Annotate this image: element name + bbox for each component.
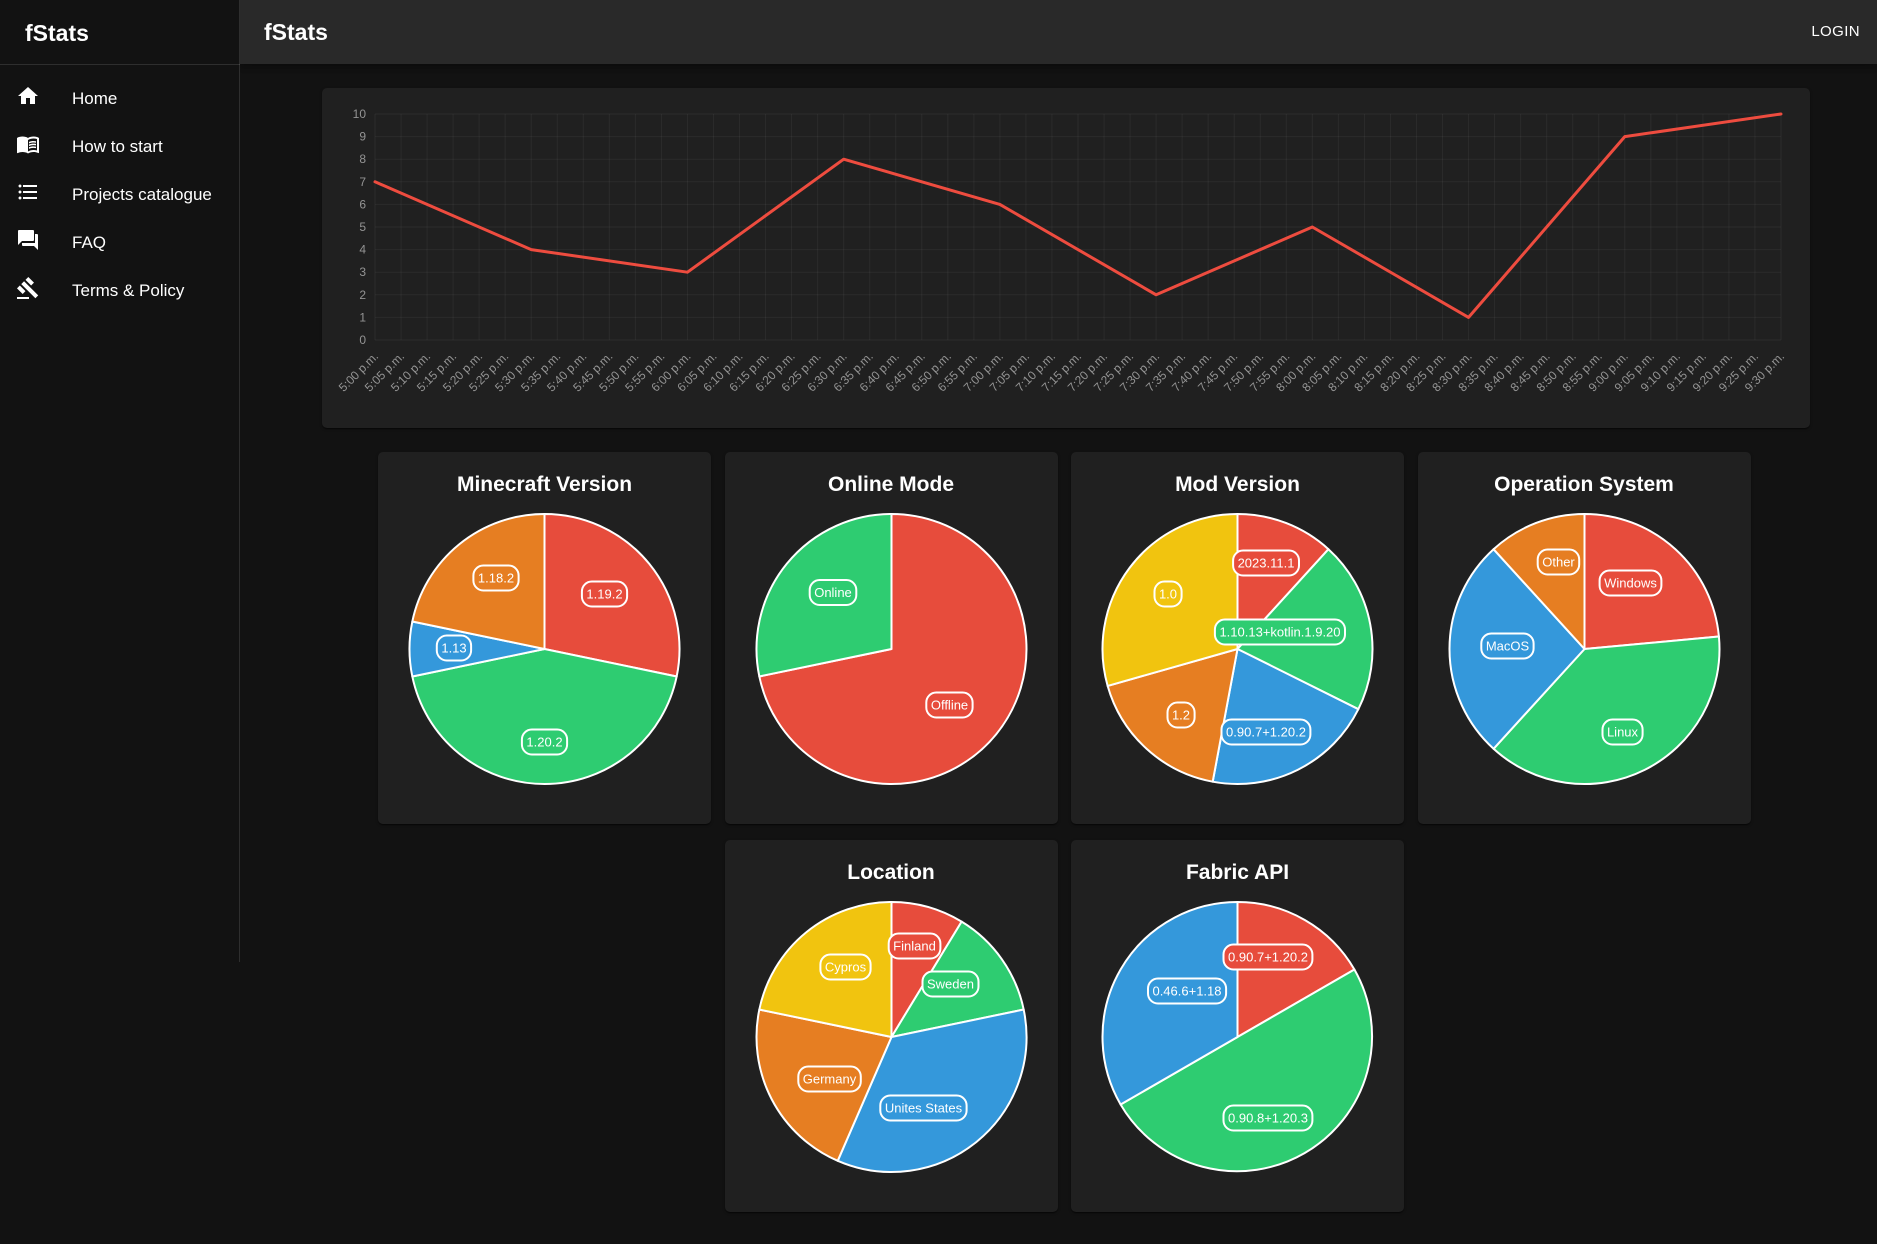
svg-text:0.46.6+1.18: 0.46.6+1.18 bbox=[1152, 984, 1221, 999]
svg-text:7: 7 bbox=[359, 175, 366, 189]
svg-text:MacOS: MacOS bbox=[1485, 639, 1529, 654]
svg-text:Cypros: Cypros bbox=[824, 960, 866, 975]
svg-text:1.0: 1.0 bbox=[1159, 587, 1177, 602]
svg-text:0.90.8+1.20.3: 0.90.8+1.20.3 bbox=[1228, 1111, 1308, 1126]
svg-text:1: 1 bbox=[359, 310, 366, 324]
svg-text:Germany: Germany bbox=[802, 1072, 856, 1087]
svg-text:10: 10 bbox=[353, 107, 367, 121]
svg-text:3: 3 bbox=[359, 265, 366, 279]
svg-text:Online: Online bbox=[814, 585, 852, 600]
svg-text:Linux: Linux bbox=[1606, 725, 1638, 740]
svg-text:Windows: Windows bbox=[1604, 576, 1657, 591]
svg-text:8: 8 bbox=[359, 152, 366, 166]
svg-text:1.20.2: 1.20.2 bbox=[526, 735, 562, 750]
svg-text:9: 9 bbox=[359, 130, 366, 144]
svg-text:6: 6 bbox=[359, 197, 366, 211]
svg-text:0.90.7+1.20.2: 0.90.7+1.20.2 bbox=[1228, 950, 1308, 965]
svg-text:2023.11.1: 2023.11.1 bbox=[1238, 556, 1295, 571]
svg-text:1.13: 1.13 bbox=[441, 641, 466, 656]
svg-text:1.2: 1.2 bbox=[1172, 708, 1190, 723]
svg-text:Finland: Finland bbox=[893, 939, 936, 954]
svg-text:Offline: Offline bbox=[930, 698, 967, 713]
svg-text:1.19.2: 1.19.2 bbox=[586, 587, 622, 602]
svg-text:5: 5 bbox=[359, 220, 366, 234]
svg-text:Unites States: Unites States bbox=[884, 1101, 962, 1116]
svg-text:1.18.2: 1.18.2 bbox=[478, 571, 514, 586]
svg-text:1.10.13+kotlin.1.9.20: 1.10.13+kotlin.1.9.20 bbox=[1219, 625, 1340, 640]
svg-text:0.90.7+1.20.2: 0.90.7+1.20.2 bbox=[1226, 725, 1306, 740]
svg-text:Other: Other bbox=[1542, 555, 1575, 570]
svg-text:0: 0 bbox=[359, 333, 366, 347]
svg-text:4: 4 bbox=[359, 243, 366, 257]
svg-text:Sweden: Sweden bbox=[927, 977, 974, 992]
svg-text:2: 2 bbox=[359, 288, 366, 302]
